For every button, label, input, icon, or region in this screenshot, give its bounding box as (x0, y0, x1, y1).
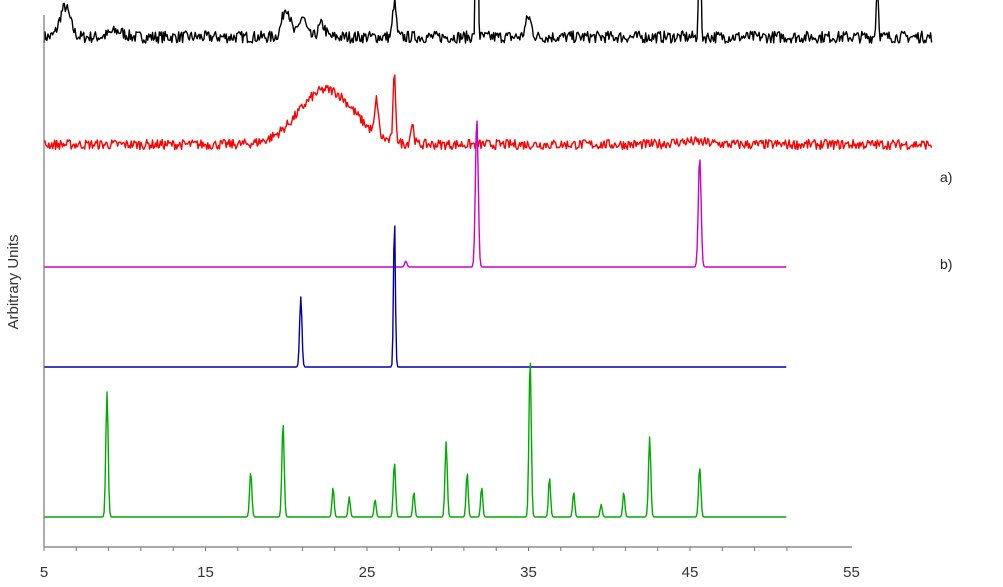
series-line-3 (44, 120, 787, 268)
x-tick-label: 15 (197, 564, 214, 581)
series-label-a: a) (940, 169, 952, 185)
x-tick-label: 5 (40, 564, 48, 581)
x-ticks: 5 15 25 35 45 55 (40, 547, 860, 581)
y-axis-label: Arbitrary Units (5, 234, 22, 329)
x-tick-label: 35 (520, 564, 537, 581)
x-tick-label: 45 (682, 564, 699, 581)
series-line-1 (43, 0, 933, 44)
series-line-2 (43, 74, 933, 151)
x-tick-label: 55 (843, 564, 860, 581)
x-tick-label: 25 (359, 564, 376, 581)
series-label-b: b) (940, 256, 952, 272)
series-layer (43, 0, 933, 518)
series-line-5 (44, 362, 787, 518)
series-line-4 (44, 225, 787, 368)
